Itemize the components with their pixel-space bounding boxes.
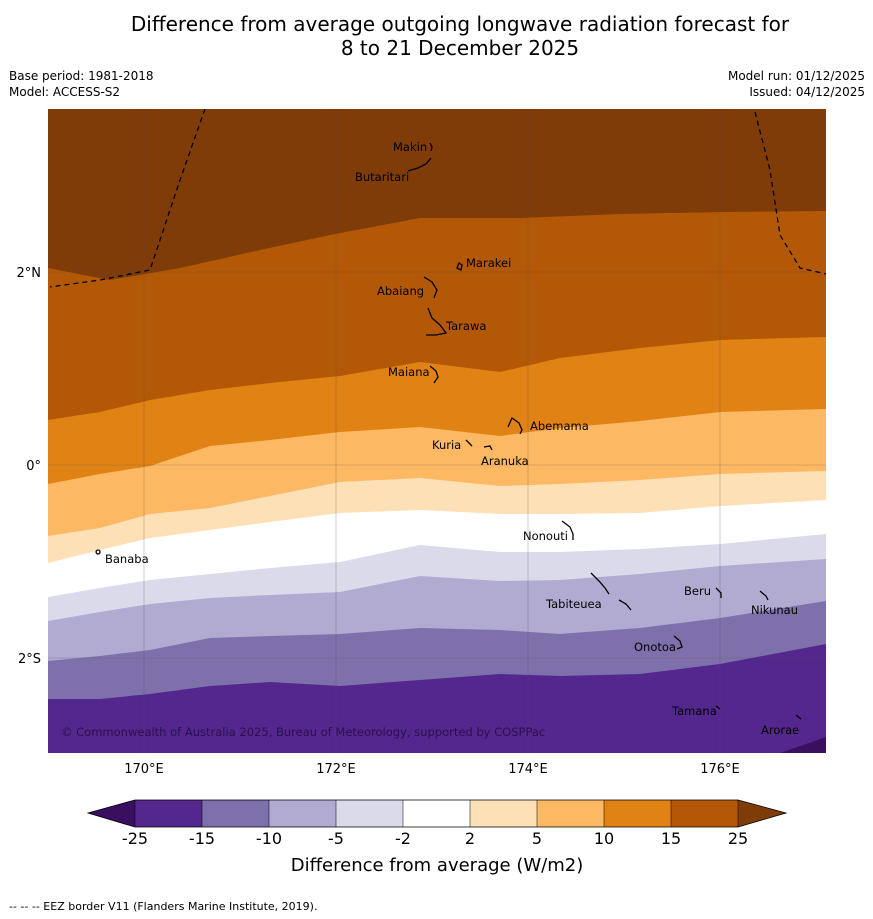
lon-label-176e: 176°E <box>700 762 740 777</box>
island-outlines <box>95 142 802 720</box>
colorbar-seg-1 <box>135 800 202 827</box>
lat-axis-labels: 2°N 0° 2°S <box>17 266 42 667</box>
island-kuria <box>465 439 473 447</box>
base-period: Base period: 1981-2018 <box>9 69 154 83</box>
lon-label-172e: 172°E <box>316 762 356 777</box>
meta-right: Model run: 01/12/2025 Issued: 04/12/2025 <box>728 68 865 100</box>
colorbar-seg-8 <box>604 800 671 827</box>
island-nikunau <box>759 590 769 601</box>
island-maiana <box>429 365 439 384</box>
lat-label-equator: 0° <box>26 459 41 474</box>
island-aranuka <box>483 445 493 451</box>
eez-border <box>49 109 826 288</box>
colorbar-tick: 15 <box>661 829 681 848</box>
label-nikunau: Nikunau <box>751 603 798 617</box>
meta-left: Base period: 1981-2018 Model: ACCESS-S2 <box>9 68 154 100</box>
chart-title: Difference from average outgoing longwav… <box>0 12 873 60</box>
lon-label-174e: 174°E <box>508 762 548 777</box>
label-onotoa: Onotoa <box>634 640 676 654</box>
place-labels: Makin Butaritari Marakei Abaiang Tarawa … <box>105 140 799 737</box>
island-abemama <box>507 417 523 435</box>
band-below-minus25 <box>780 737 826 753</box>
label-aranuka: Aranuka <box>481 454 529 468</box>
label-tamana: Tamana <box>671 704 717 718</box>
island-onotoa <box>673 635 683 650</box>
colorbar-tick: 25 <box>728 829 748 848</box>
lat-label-2s: 2°S <box>18 652 41 667</box>
label-marakei: Marakei <box>466 256 511 270</box>
colorbar-seg-7 <box>537 800 604 827</box>
colorbar-tick: 5 <box>532 829 542 848</box>
model-run: Model run: 01/12/2025 <box>727 69 865 83</box>
footer-note: -- -- -- EEZ border V11 (Flanders Marine… <box>9 900 318 913</box>
title-line-1: Difference from average outgoing longwav… <box>130 12 790 36</box>
issued-date: Issued: 04/12/2025 <box>749 85 865 99</box>
island-abaiang <box>423 276 438 299</box>
copyright-notice: © Commonwealth of Australia 2025, Bureau… <box>61 725 545 739</box>
colorbar-tick: -10 <box>256 829 282 848</box>
label-beru: Beru <box>684 584 711 598</box>
colorbar-tick: -5 <box>328 829 344 848</box>
lon-label-170e: 170°E <box>124 762 164 777</box>
label-makin: Makin <box>393 140 427 154</box>
island-beru <box>715 587 722 598</box>
island-tabiteuea-south <box>618 599 632 611</box>
gridlines <box>48 109 826 753</box>
lon-axis-labels: 170°E 172°E 174°E 176°E <box>124 762 740 777</box>
model-name: Model: ACCESS-S2 <box>9 85 121 99</box>
island-nonouti <box>561 520 574 540</box>
island-tarawa <box>426 307 448 336</box>
label-arorae: Arorae <box>761 723 799 737</box>
label-tabiteuea: Tabiteuea <box>545 597 602 611</box>
colorbar-seg-5 <box>403 800 470 827</box>
colorbar-seg-9 <box>671 800 738 827</box>
label-abemama: Abemama <box>530 419 589 433</box>
label-banaba: Banaba <box>105 552 149 566</box>
label-maiana: Maiana <box>388 365 430 379</box>
label-tarawa: Tarawa <box>445 319 486 333</box>
map-panel: Makin Butaritari Marakei Abaiang Tarawa … <box>48 109 826 753</box>
colorbar-extend-high <box>738 800 786 827</box>
label-kuria: Kuria <box>432 438 461 452</box>
colorbar-tick: -2 <box>395 829 411 848</box>
lat-label-2n: 2°N <box>17 266 42 281</box>
title-line-2: 8 to 21 December 2025 <box>340 36 580 60</box>
island-tamana <box>715 705 721 710</box>
colorbar-seg-6 <box>470 800 537 827</box>
island-makin <box>429 142 433 152</box>
colorbar-tick: -15 <box>189 829 215 848</box>
colorbar-seg-2 <box>202 800 269 827</box>
colorbar-seg-4 <box>336 800 403 827</box>
label-abaiang: Abaiang <box>377 284 424 298</box>
band-minus25-to-minus15 <box>48 644 826 753</box>
island-marakei <box>456 262 463 271</box>
colorbar-dividers <box>134 800 739 827</box>
colorbar-label: Difference from average (W/m2) <box>291 855 583 876</box>
island-tabiteuea-north <box>590 572 610 595</box>
colorbar-tick: 2 <box>465 829 475 848</box>
colorbar-seg-3 <box>269 800 336 827</box>
label-nonouti: Nonouti <box>523 529 568 543</box>
colorbar-ticks: -25 -15 -10 -5 -2 2 5 10 15 25 <box>122 829 748 848</box>
island-arorae <box>795 714 802 720</box>
island-banaba <box>95 549 101 555</box>
colorbar-tick: 10 <box>594 829 614 848</box>
colorbar-extend-low <box>88 800 135 827</box>
colorbar: -25 -15 -10 -5 -2 2 5 10 15 25 Differenc… <box>86 799 788 876</box>
label-butaritari: Butaritari <box>355 170 409 184</box>
colorbar-tick: -25 <box>122 829 148 848</box>
island-butaritari <box>407 157 432 172</box>
